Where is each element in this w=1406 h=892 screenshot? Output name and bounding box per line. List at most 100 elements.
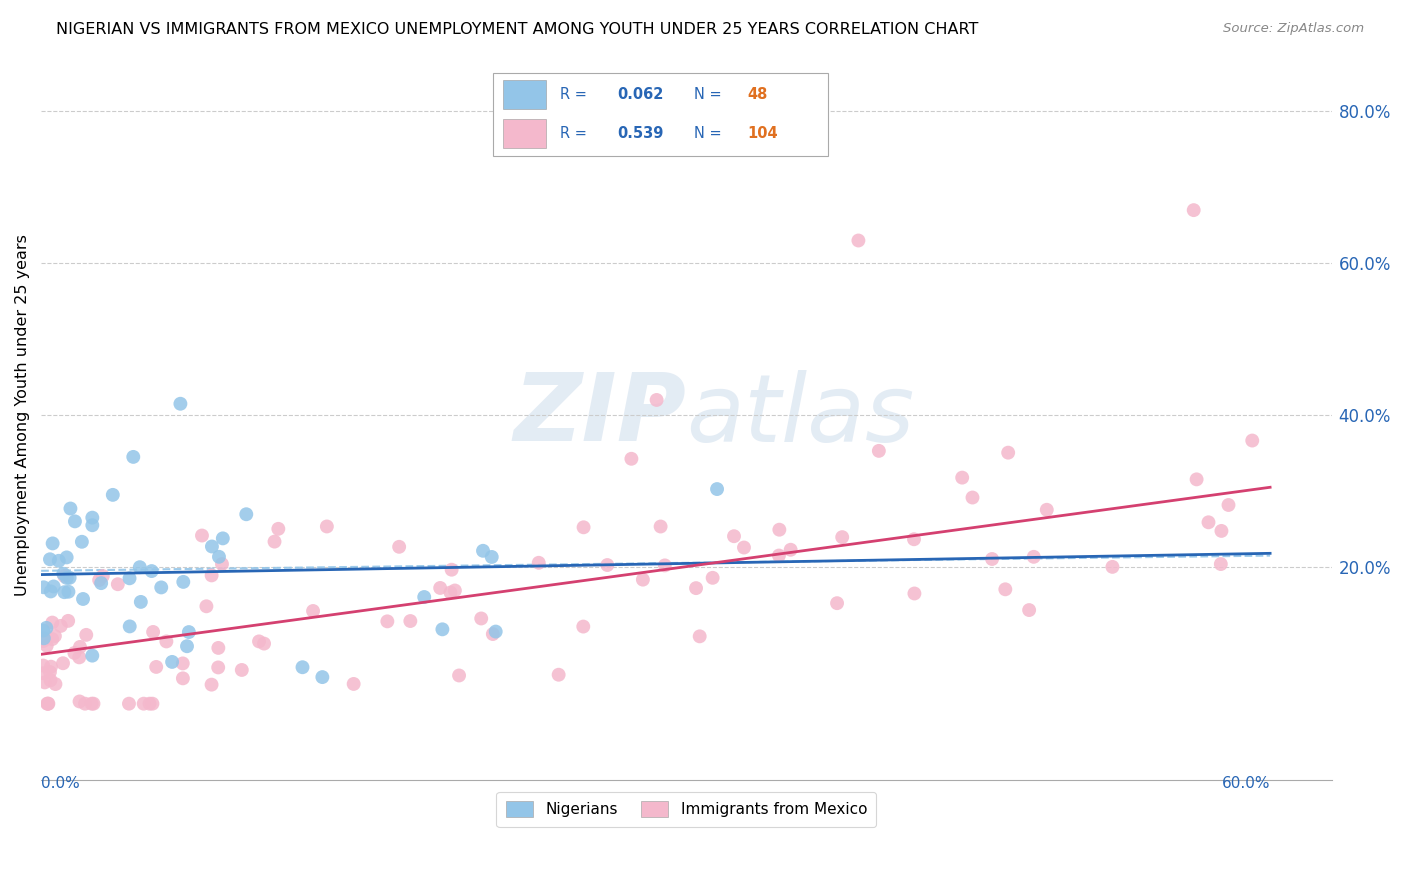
Point (253, 637, 276, 651)
Point (32, 634, 55, 648)
Point (1101, 560, 1123, 574)
Point (768, 523, 790, 537)
Point (723, 529, 745, 543)
Point (53, 585, 76, 599)
Point (32, 580, 55, 594)
Point (263, 534, 285, 549)
Point (1209, 557, 1232, 571)
Point (211, 557, 233, 571)
Point (141, 697, 163, 711)
Point (1241, 434, 1264, 448)
Point (42, 579, 65, 593)
Point (207, 640, 229, 655)
Point (247, 634, 270, 648)
Point (825, 596, 848, 610)
Point (41, 536, 63, 550)
Point (482, 627, 505, 641)
Text: ZIP: ZIP (513, 369, 686, 461)
Point (142, 624, 165, 639)
Point (315, 519, 337, 533)
Point (72, 592, 94, 607)
Point (191, 528, 214, 542)
Point (547, 667, 569, 681)
Point (141, 564, 163, 578)
Point (211, 532, 233, 546)
Text: 60.0%: 60.0% (1222, 776, 1270, 791)
Point (1018, 603, 1040, 617)
Point (138, 697, 160, 711)
Point (89, 573, 111, 587)
Point (231, 663, 253, 677)
Point (39, 659, 62, 673)
Point (572, 619, 595, 633)
Point (128, 560, 150, 574)
Point (470, 611, 492, 625)
Point (32, 624, 55, 638)
Point (481, 549, 503, 564)
Point (768, 549, 790, 563)
Point (650, 519, 672, 533)
Point (56, 614, 79, 628)
Point (52, 657, 75, 671)
Text: 0.0%: 0.0% (41, 776, 80, 791)
Point (63, 514, 86, 528)
Point (472, 543, 495, 558)
Point (831, 530, 853, 544)
Point (39, 665, 62, 679)
Point (685, 581, 707, 595)
Point (122, 450, 145, 464)
Point (80, 697, 103, 711)
Point (37, 697, 59, 711)
Point (101, 488, 124, 502)
Point (155, 634, 177, 648)
Point (169, 397, 191, 411)
Point (55, 550, 77, 565)
Point (377, 615, 399, 629)
Point (37, 697, 59, 711)
Point (107, 577, 129, 591)
Text: NIGERIAN VS IMMIGRANTS FROM MEXICO UNEMPLOYMENT AMONG YOUTH UNDER 25 YEARS CORRE: NIGERIAN VS IMMIGRANTS FROM MEXICO UNEMP… (56, 22, 979, 37)
Point (235, 508, 257, 522)
Point (82, 697, 104, 711)
Point (35, 639, 58, 653)
Point (75, 628, 97, 642)
Point (429, 581, 451, 595)
Point (34, 675, 56, 690)
Point (302, 604, 325, 618)
Point (485, 624, 508, 639)
Point (44, 629, 66, 643)
Point (779, 542, 801, 557)
Point (59, 571, 82, 585)
Point (444, 583, 467, 598)
Point (35, 621, 58, 635)
Point (67, 650, 90, 665)
Point (118, 619, 141, 633)
Point (172, 671, 194, 685)
Point (449, 668, 471, 682)
Point (172, 574, 194, 589)
Point (645, 392, 668, 407)
Point (1211, 524, 1233, 538)
Point (388, 540, 411, 554)
Point (201, 568, 224, 582)
Text: atlas: atlas (686, 369, 914, 460)
Point (620, 451, 643, 466)
Point (439, 585, 461, 599)
Text: Source: ZipAtlas.com: Source: ZipAtlas.com (1223, 22, 1364, 36)
Point (291, 660, 314, 674)
Point (1022, 549, 1045, 564)
Point (132, 697, 155, 711)
Point (32, 632, 55, 646)
Point (733, 541, 755, 555)
Point (44, 677, 66, 691)
Point (48, 554, 70, 568)
Point (82, 510, 104, 524)
Point (32, 658, 55, 673)
Point (596, 558, 619, 572)
Point (848, 234, 870, 248)
Point (160, 655, 183, 669)
Point (59, 501, 82, 516)
Point (440, 563, 463, 577)
Point (1036, 503, 1059, 517)
Point (208, 549, 231, 564)
